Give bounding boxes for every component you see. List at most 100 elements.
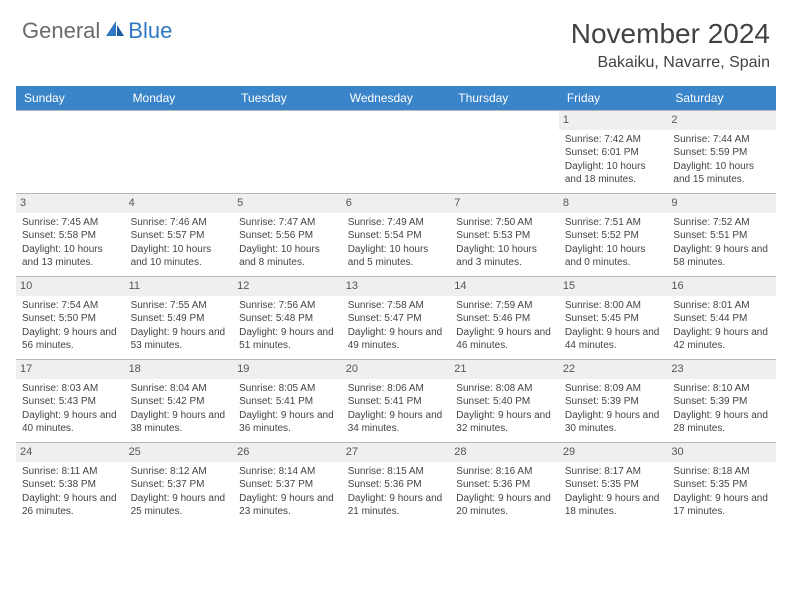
day-cell: 13Sunrise: 7:58 AMSunset: 5:47 PMDayligh… [342, 277, 451, 359]
day-cell: 14Sunrise: 7:59 AMSunset: 5:46 PMDayligh… [450, 277, 559, 359]
day-header-monday: Monday [125, 86, 234, 110]
day-number: 23 [667, 360, 776, 379]
day-cell: 1Sunrise: 7:42 AMSunset: 6:01 PMDaylight… [559, 111, 668, 193]
sunrise-line: Sunrise: 8:01 AM [673, 299, 770, 313]
day-cell: 6Sunrise: 7:49 AMSunset: 5:54 PMDaylight… [342, 194, 451, 276]
daylight-line: Daylight: 10 hours and 5 minutes. [348, 243, 445, 270]
sunset-line: Sunset: 5:37 PM [239, 478, 336, 492]
week-row: 1Sunrise: 7:42 AMSunset: 6:01 PMDaylight… [16, 110, 776, 193]
day-number: 29 [559, 443, 668, 462]
sunset-line: Sunset: 5:46 PM [456, 312, 553, 326]
sunrise-line: Sunrise: 8:11 AM [22, 465, 119, 479]
day-number: 2 [667, 111, 776, 130]
sunrise-line: Sunrise: 8:18 AM [673, 465, 770, 479]
sunset-line: Sunset: 5:49 PM [131, 312, 228, 326]
day-number: 9 [667, 194, 776, 213]
daylight-line: Daylight: 9 hours and 20 minutes. [456, 492, 553, 519]
sunrise-line: Sunrise: 8:08 AM [456, 382, 553, 396]
sunset-line: Sunset: 5:48 PM [239, 312, 336, 326]
day-number: 13 [342, 277, 451, 296]
daylight-line: Daylight: 9 hours and 53 minutes. [131, 326, 228, 353]
week-row: 3Sunrise: 7:45 AMSunset: 5:58 PMDaylight… [16, 193, 776, 276]
sunset-line: Sunset: 5:58 PM [22, 229, 119, 243]
day-cell: 9Sunrise: 7:52 AMSunset: 5:51 PMDaylight… [667, 194, 776, 276]
day-number: 25 [125, 443, 234, 462]
sunset-line: Sunset: 5:37 PM [131, 478, 228, 492]
day-header-thursday: Thursday [450, 86, 559, 110]
daylight-line: Daylight: 10 hours and 10 minutes. [131, 243, 228, 270]
day-cell: 5Sunrise: 7:47 AMSunset: 5:56 PMDaylight… [233, 194, 342, 276]
page-header: General Blue November 2024 Bakaiku, Nava… [0, 0, 792, 80]
title-block: November 2024 Bakaiku, Navarre, Spain [571, 18, 770, 72]
day-header-row: SundayMondayTuesdayWednesdayThursdayFrid… [16, 86, 776, 110]
sunrise-line: Sunrise: 7:42 AM [565, 133, 662, 147]
sunrise-line: Sunrise: 8:06 AM [348, 382, 445, 396]
day-number: 27 [342, 443, 451, 462]
day-cell [125, 111, 234, 193]
daylight-line: Daylight: 9 hours and 17 minutes. [673, 492, 770, 519]
day-number: 16 [667, 277, 776, 296]
sunset-line: Sunset: 5:40 PM [456, 395, 553, 409]
day-cell: 16Sunrise: 8:01 AMSunset: 5:44 PMDayligh… [667, 277, 776, 359]
daylight-line: Daylight: 10 hours and 15 minutes. [673, 160, 770, 187]
day-cell: 7 Sunrise: 7:50 AMSunset: 5:53 PMDaylight… [450, 194, 559, 276]
week-row: 17Sunrise: 8:03 AMSunset: 5:43 PMDayligh… [16, 359, 776, 442]
day-number: 11 [125, 277, 234, 296]
daylight-line: Daylight: 9 hours and 25 minutes. [131, 492, 228, 519]
day-number: 24 [16, 443, 125, 462]
day-cell: 8Sunrise: 7:51 AMSunset: 5:52 PMDaylight… [559, 194, 668, 276]
daylight-line: Daylight: 9 hours and 38 minutes. [131, 409, 228, 436]
sunset-line: Sunset: 5:36 PM [456, 478, 553, 492]
day-number: 21 [450, 360, 559, 379]
day-cell: 11Sunrise: 7:55 AMSunset: 5:49 PMDayligh… [125, 277, 234, 359]
sunrise-line: Sunrise: 7:50 AM [456, 216, 553, 230]
sunset-line: Sunset: 5:35 PM [565, 478, 662, 492]
day-cell: 2 Sunrise: 7:44 AMSunset: 5:59 PMDaylight… [667, 111, 776, 193]
day-number: 4 [125, 194, 234, 213]
daylight-line: Daylight: 9 hours and 18 minutes. [565, 492, 662, 519]
daylight-line: Daylight: 9 hours and 49 minutes. [348, 326, 445, 353]
day-number: 15 [559, 277, 668, 296]
sunrise-line: Sunrise: 7:59 AM [456, 299, 553, 313]
sunrise-line: Sunrise: 7:44 AM [673, 133, 770, 147]
sunrise-line: Sunrise: 7:51 AM [565, 216, 662, 230]
day-header-saturday: Saturday [667, 86, 776, 110]
day-cell: 19Sunrise: 8:05 AMSunset: 5:41 PMDayligh… [233, 360, 342, 442]
daylight-line: Daylight: 9 hours and 36 minutes. [239, 409, 336, 436]
sunset-line: Sunset: 5:50 PM [22, 312, 119, 326]
sunset-line: Sunset: 5:38 PM [22, 478, 119, 492]
sunrise-line: Sunrise: 8:10 AM [673, 382, 770, 396]
day-number: 30 [667, 443, 776, 462]
sunrise-line: Sunrise: 7:46 AM [131, 216, 228, 230]
sunset-line: Sunset: 5:54 PM [348, 229, 445, 243]
sunrise-line: Sunrise: 8:05 AM [239, 382, 336, 396]
calendar: SundayMondayTuesdayWednesdayThursdayFrid… [16, 86, 776, 525]
daylight-line: Daylight: 9 hours and 32 minutes. [456, 409, 553, 436]
sunrise-line: Sunrise: 8:14 AM [239, 465, 336, 479]
day-cell: 24Sunrise: 8:11 AMSunset: 5:38 PMDayligh… [16, 443, 125, 525]
sunrise-line: Sunrise: 7:45 AM [22, 216, 119, 230]
sunset-line: Sunset: 5:53 PM [456, 229, 553, 243]
day-number: 8 [559, 194, 668, 213]
daylight-line: Daylight: 10 hours and 18 minutes. [565, 160, 662, 187]
day-number: 17 [16, 360, 125, 379]
sunset-line: Sunset: 5:39 PM [565, 395, 662, 409]
day-cell: 10Sunrise: 7:54 AMSunset: 5:50 PMDayligh… [16, 277, 125, 359]
day-cell: 26Sunrise: 8:14 AMSunset: 5:37 PMDayligh… [233, 443, 342, 525]
day-cell: 18Sunrise: 8:04 AMSunset: 5:42 PMDayligh… [125, 360, 234, 442]
daylight-line: Daylight: 10 hours and 8 minutes. [239, 243, 336, 270]
day-cell: 28Sunrise: 8:16 AMSunset: 5:36 PMDayligh… [450, 443, 559, 525]
daylight-line: Daylight: 9 hours and 28 minutes. [673, 409, 770, 436]
weeks-container: 1Sunrise: 7:42 AMSunset: 6:01 PMDaylight… [16, 110, 776, 525]
day-number: 1 [559, 111, 668, 130]
daylight-line: Daylight: 9 hours and 46 minutes. [456, 326, 553, 353]
day-header-friday: Friday [559, 86, 668, 110]
week-row: 24 Sunrise: 8:11 AMSunset: 5:38 PM Dayligh… [16, 442, 776, 525]
day-cell [16, 111, 125, 193]
daylight-line: Daylight: 9 hours and 56 minutes. [22, 326, 119, 353]
daylight-line: Daylight: 10 hours and 3 minutes. [456, 243, 553, 270]
day-cell: 12Sunrise: 7:56 AMSunset: 5:48 PMDayligh… [233, 277, 342, 359]
day-number: 7 [450, 194, 559, 213]
day-cell: 21 Sunrise: 8:08 AMSunset: 5:40 PMDayligh… [450, 360, 559, 442]
sunset-line: Sunset: 5:59 PM [673, 146, 770, 160]
